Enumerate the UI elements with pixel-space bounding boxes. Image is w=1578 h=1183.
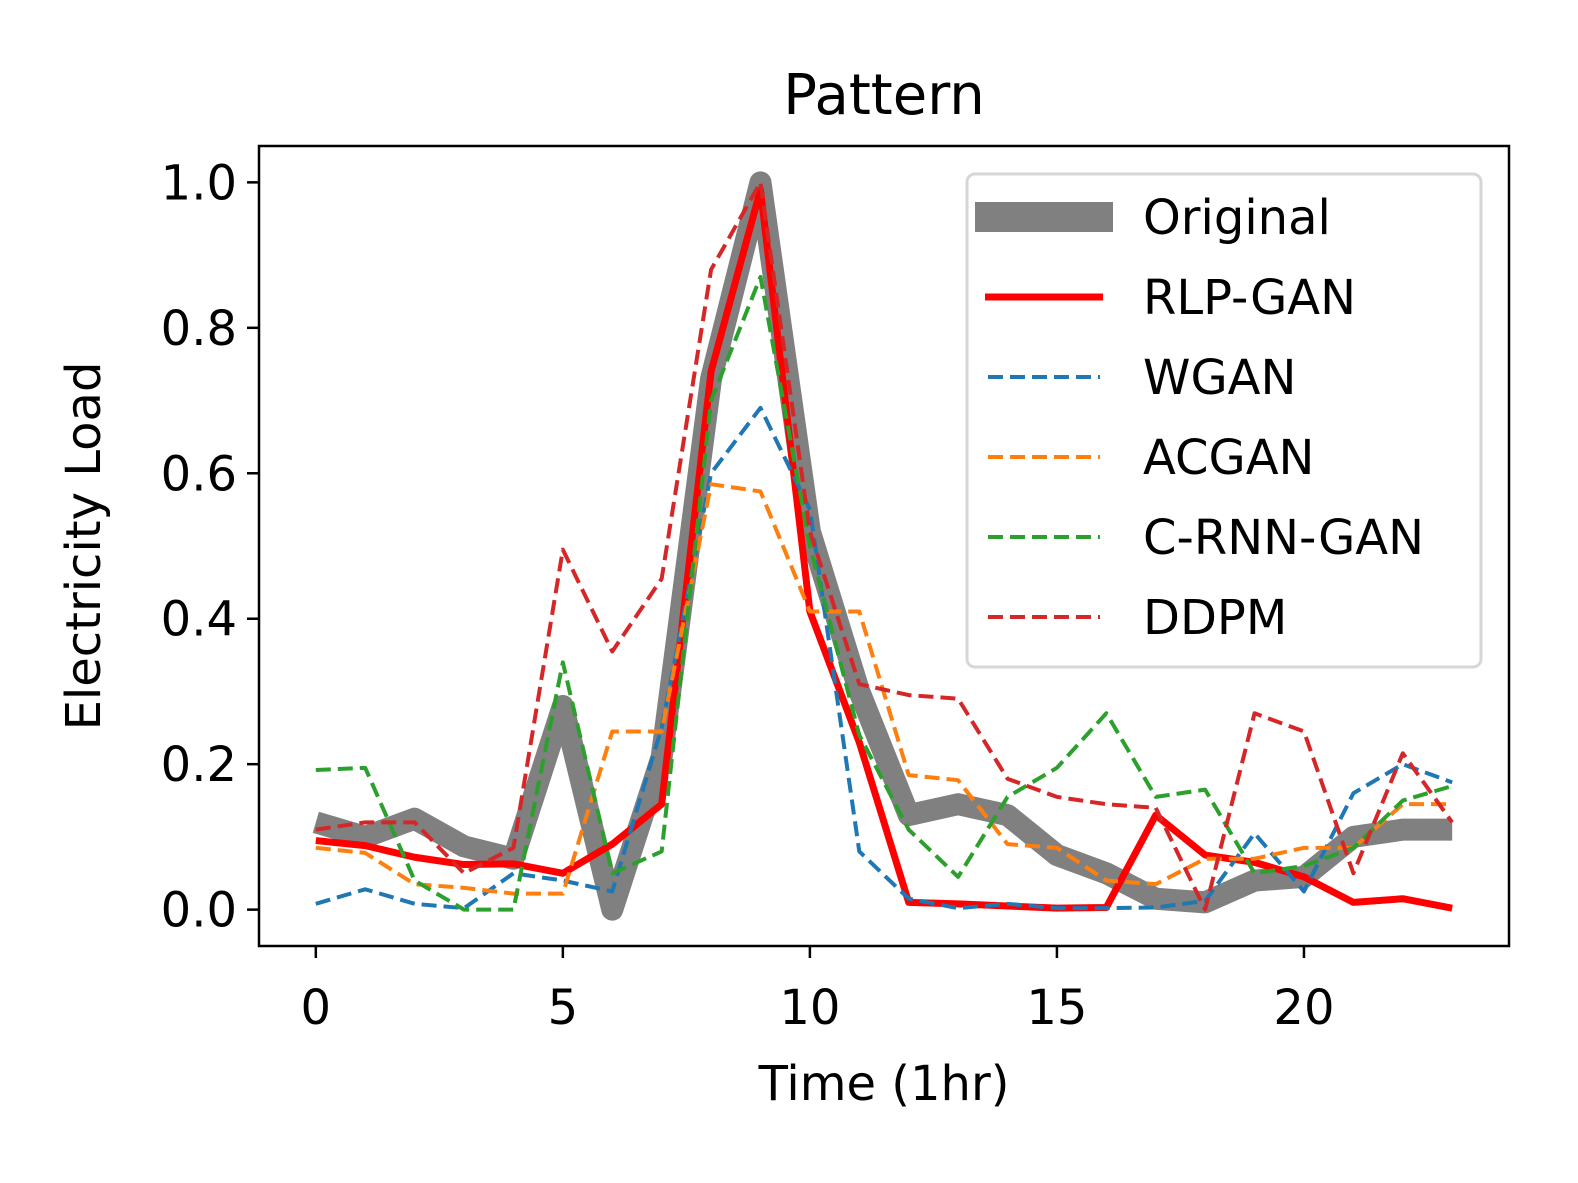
chart-title: Pattern — [783, 63, 984, 128]
y-tick-label: 0.8 — [161, 301, 237, 357]
legend-label: RLP-GAN — [1143, 270, 1356, 326]
series-line-c-rnn-gan — [315, 274, 1453, 912]
y-tick-label: 0.0 — [161, 883, 237, 939]
legend: Original RLP-GAN WGAN ACGAN C-RNN-GAN DDPM — [965, 172, 1483, 669]
y-tick-label: 0.4 — [161, 592, 237, 648]
y-tick-label: 0.6 — [161, 446, 237, 502]
y-axis-label: Electricity Load — [56, 362, 112, 731]
series-line-ddpm — [315, 180, 1454, 912]
x-tick-label: 5 — [548, 980, 579, 1036]
legend-label: WGAN — [1143, 350, 1296, 406]
x-tick-label: 10 — [779, 980, 840, 1036]
legend-label: DDPM — [1143, 590, 1287, 646]
x-axis-label: Time (1hr) — [758, 1056, 1010, 1112]
series-line-rlp-gan — [315, 186, 1453, 912]
series-line-acgan — [315, 482, 1453, 896]
legend-label: C-RNN-GAN — [1143, 510, 1424, 566]
plot-frame — [257, 144, 1511, 948]
y-tick-label: 1.0 — [161, 155, 237, 211]
x-tick-label: 0 — [301, 980, 332, 1036]
legend-label: Original — [1143, 190, 1331, 246]
x-tick-label: 20 — [1273, 980, 1334, 1036]
series-line-wgan — [315, 405, 1453, 911]
legend-label: ACGAN — [1143, 430, 1314, 486]
y-tick-label: 0.2 — [161, 737, 237, 793]
x-tick-label: 15 — [1026, 980, 1087, 1036]
series-line-original — [312, 171, 1453, 921]
